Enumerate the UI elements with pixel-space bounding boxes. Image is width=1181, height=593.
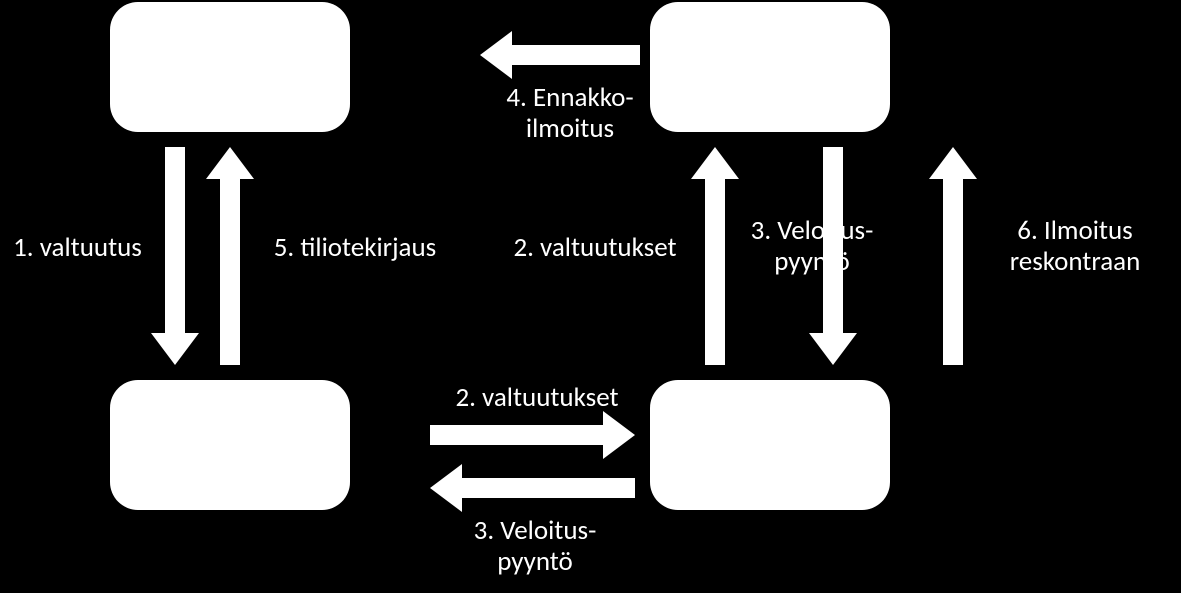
label-4: 4. Ennakko- ilmoitus: [480, 82, 660, 144]
label-3v: 3. Veloitus- pyyntö: [732, 215, 892, 277]
arrow-a5: [206, 147, 254, 365]
arrow-a2h: [430, 411, 635, 459]
arrow-a4: [480, 31, 640, 79]
label-6: 6. Ilmoitus reskontraan: [980, 215, 1170, 277]
label-5: 5. tiliotekirjaus: [250, 232, 460, 263]
arrow-a3h: [430, 464, 635, 512]
arrow-a6: [929, 147, 977, 365]
label-3h: 3. Veloitus- pyyntö: [450, 515, 620, 577]
label-2h: 2. valtuutukset: [432, 382, 642, 413]
arrow-a1: [151, 147, 199, 365]
label-2v: 2. valtuutukset: [490, 232, 700, 263]
label-1: 1. valtuutus: [0, 232, 155, 263]
